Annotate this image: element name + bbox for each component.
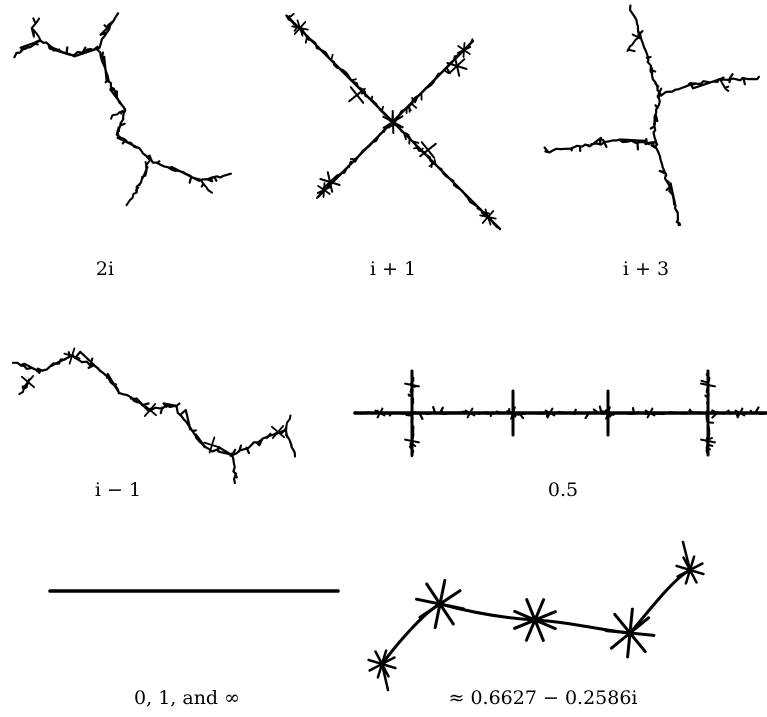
caption-0-5: 0.5	[547, 479, 579, 501]
caption-approx: ≈ 0.6627 − 0.2586i	[448, 687, 638, 709]
julia-set-0-5-drawing	[353, 369, 767, 458]
julia-set-i-minus-1-drawing	[11, 347, 297, 485]
julia-set-2i-drawing	[13, 12, 232, 207]
caption-2i: 2i	[95, 258, 115, 280]
caption-i-plus-3: i + 3	[622, 258, 670, 280]
caption-i-minus-1: i − 1	[94, 479, 142, 501]
caption-i-plus-1: i + 1	[369, 258, 417, 280]
julia-set-i-plus-3-drawing	[543, 4, 760, 227]
julia-set-approx-drawing	[367, 540, 705, 692]
julia-set-i-plus-1-drawing	[285, 12, 502, 231]
caption-0-1-infinity: 0, 1, and ∞	[134, 687, 240, 709]
